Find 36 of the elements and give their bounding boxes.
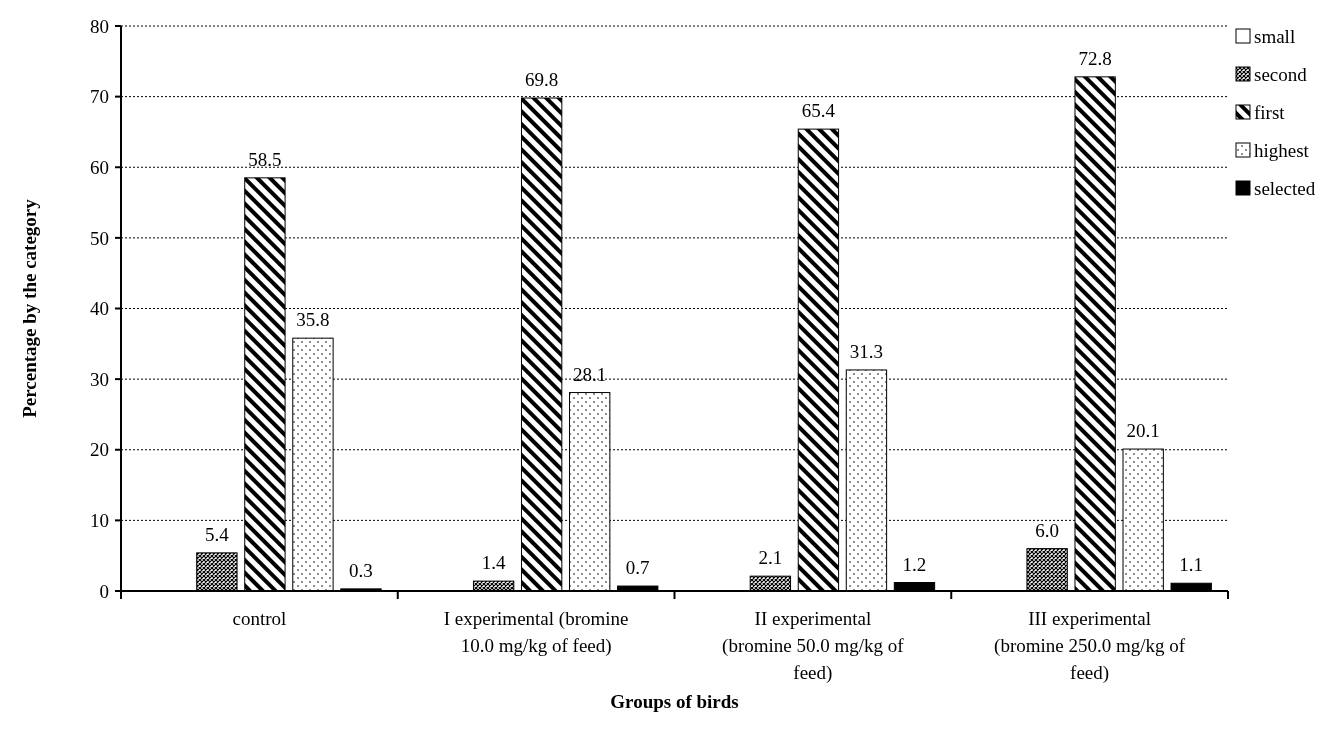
y-tick-label: 20 <box>90 439 109 461</box>
x-axis-title: Groups of birds <box>610 691 739 712</box>
y-tick-label: 10 <box>90 510 109 532</box>
data-label: 2.1 <box>758 547 783 569</box>
legend-label: small <box>1254 25 1296 47</box>
legend-label: highest <box>1254 139 1310 161</box>
y-tick-label: 40 <box>90 298 109 320</box>
x-tick-label: control <box>232 608 287 629</box>
y-tick-label: 70 <box>90 86 109 108</box>
data-label: 1.1 <box>1179 554 1204 576</box>
data-label: 31.3 <box>849 340 884 362</box>
y-tick-label: 0 <box>99 580 109 602</box>
x-tick-label: II experimental (bromine 50.0 mg/kg of feed) <box>722 608 905 684</box>
y-tick-label: 50 <box>90 227 109 249</box>
data-label: 35.8 <box>296 309 330 331</box>
data-label: 5.4 <box>205 523 230 545</box>
y-tick-label: 30 <box>90 368 109 390</box>
data-label: 0.7 <box>625 557 650 579</box>
y-tick-label: 80 <box>90 15 109 37</box>
legend-label: first <box>1254 101 1286 123</box>
data-label: 28.1 <box>573 363 607 385</box>
data-label: 20.1 <box>1126 420 1160 442</box>
data-label: 65.4 <box>801 100 836 122</box>
data-label: 1.2 <box>902 553 927 575</box>
legend-label: selected <box>1254 177 1316 199</box>
y-tick-label: 60 <box>90 156 109 178</box>
y-axis-title: Percentage by the category <box>19 198 40 418</box>
x-tick-label: III experimental (bromine 250.0 mg/kg of feed) <box>994 608 1186 684</box>
legend-label: second <box>1254 63 1308 85</box>
data-label: 1.4 <box>481 552 506 574</box>
data-label: 6.0 <box>1035 519 1059 541</box>
data-label: 0.3 <box>349 559 373 581</box>
x-tick-label: I experimental (bromine 10.0 mg/kg of feed) <box>443 608 629 657</box>
data-label: 58.5 <box>248 148 282 170</box>
data-label: 69.8 <box>525 69 559 91</box>
data-label: 72.8 <box>1078 47 1112 69</box>
